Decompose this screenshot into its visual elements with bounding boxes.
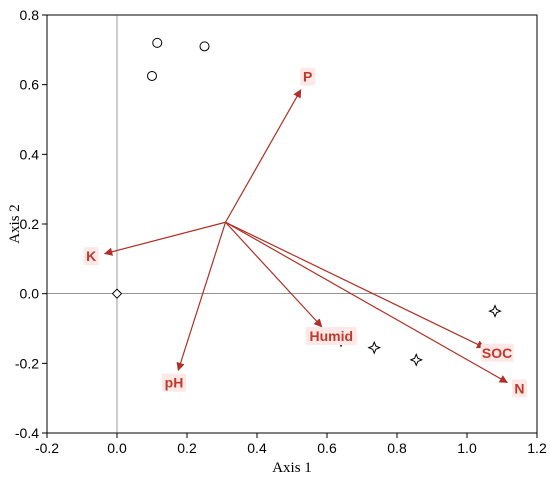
vector-soc: [225, 221, 486, 349]
circle-point: [199, 41, 210, 52]
x-tick-label: 0.4: [247, 440, 267, 456]
x-tick-label: 0.0: [107, 440, 127, 456]
star-point: [488, 304, 502, 318]
vector-p: [224, 89, 302, 223]
x-axis-title: Axis 1: [272, 460, 312, 476]
y-tick-label: 0.4: [20, 146, 40, 162]
x-axis: -0.2 0.0 0.2 0.4 0.6 0.8 1.0 1.2: [35, 433, 547, 456]
vector-label-bg: [511, 379, 527, 398]
x-tick-label: 1.2: [527, 440, 547, 456]
vector-k: [103, 221, 226, 256]
environment-vectors: P KpH Humid SOC N: [83, 67, 527, 398]
vector-label-n: N: [514, 380, 524, 396]
vector-label-ph: pH: [165, 375, 184, 391]
vector-label-bg: [300, 67, 316, 86]
diamond-point: [111, 288, 123, 299]
y-axis-title: Axis 2: [7, 204, 23, 244]
sample-points: [111, 37, 502, 367]
y-tick-label: -0.4: [15, 425, 39, 441]
plot-frame: [46, 14, 538, 434]
y-axis: -0.4 -0.2 0.0 0.2 0.4 0.6 0.8: [15, 7, 47, 441]
vector-label-p: P: [303, 69, 312, 85]
vector-label-bg: [480, 343, 514, 362]
vector-n: [225, 221, 508, 384]
y-tick-label: 0.6: [20, 77, 40, 93]
x-tick-label: 0.2: [177, 440, 197, 456]
circle-point: [147, 70, 157, 81]
vector-label-bg: [161, 373, 186, 392]
x-tick-label: 0.8: [387, 440, 407, 456]
y-tick-label: 0.8: [20, 7, 40, 23]
star-point: [367, 340, 382, 355]
x-tick-label: -0.2: [35, 440, 59, 456]
star-point: [409, 353, 424, 367]
y-tick-label: -0.2: [15, 355, 39, 371]
vector-label-bg: [83, 247, 99, 266]
y-tick-label: 0.2: [20, 216, 40, 232]
vector-humid: [225, 221, 323, 328]
y-tick-label: 0.0: [20, 286, 40, 302]
vector-label-humid: Humid: [309, 328, 353, 344]
x-tick-label: 1.0: [457, 440, 477, 456]
vector-label-bg: [305, 327, 357, 346]
vector-label-soc: SOC: [482, 345, 512, 361]
reference-lines: [47, 15, 537, 433]
vector-label-k: K: [86, 248, 96, 264]
x-tick-label: 0.6: [317, 440, 337, 456]
vector-ph: [176, 222, 227, 372]
circle-point: [152, 37, 163, 48]
